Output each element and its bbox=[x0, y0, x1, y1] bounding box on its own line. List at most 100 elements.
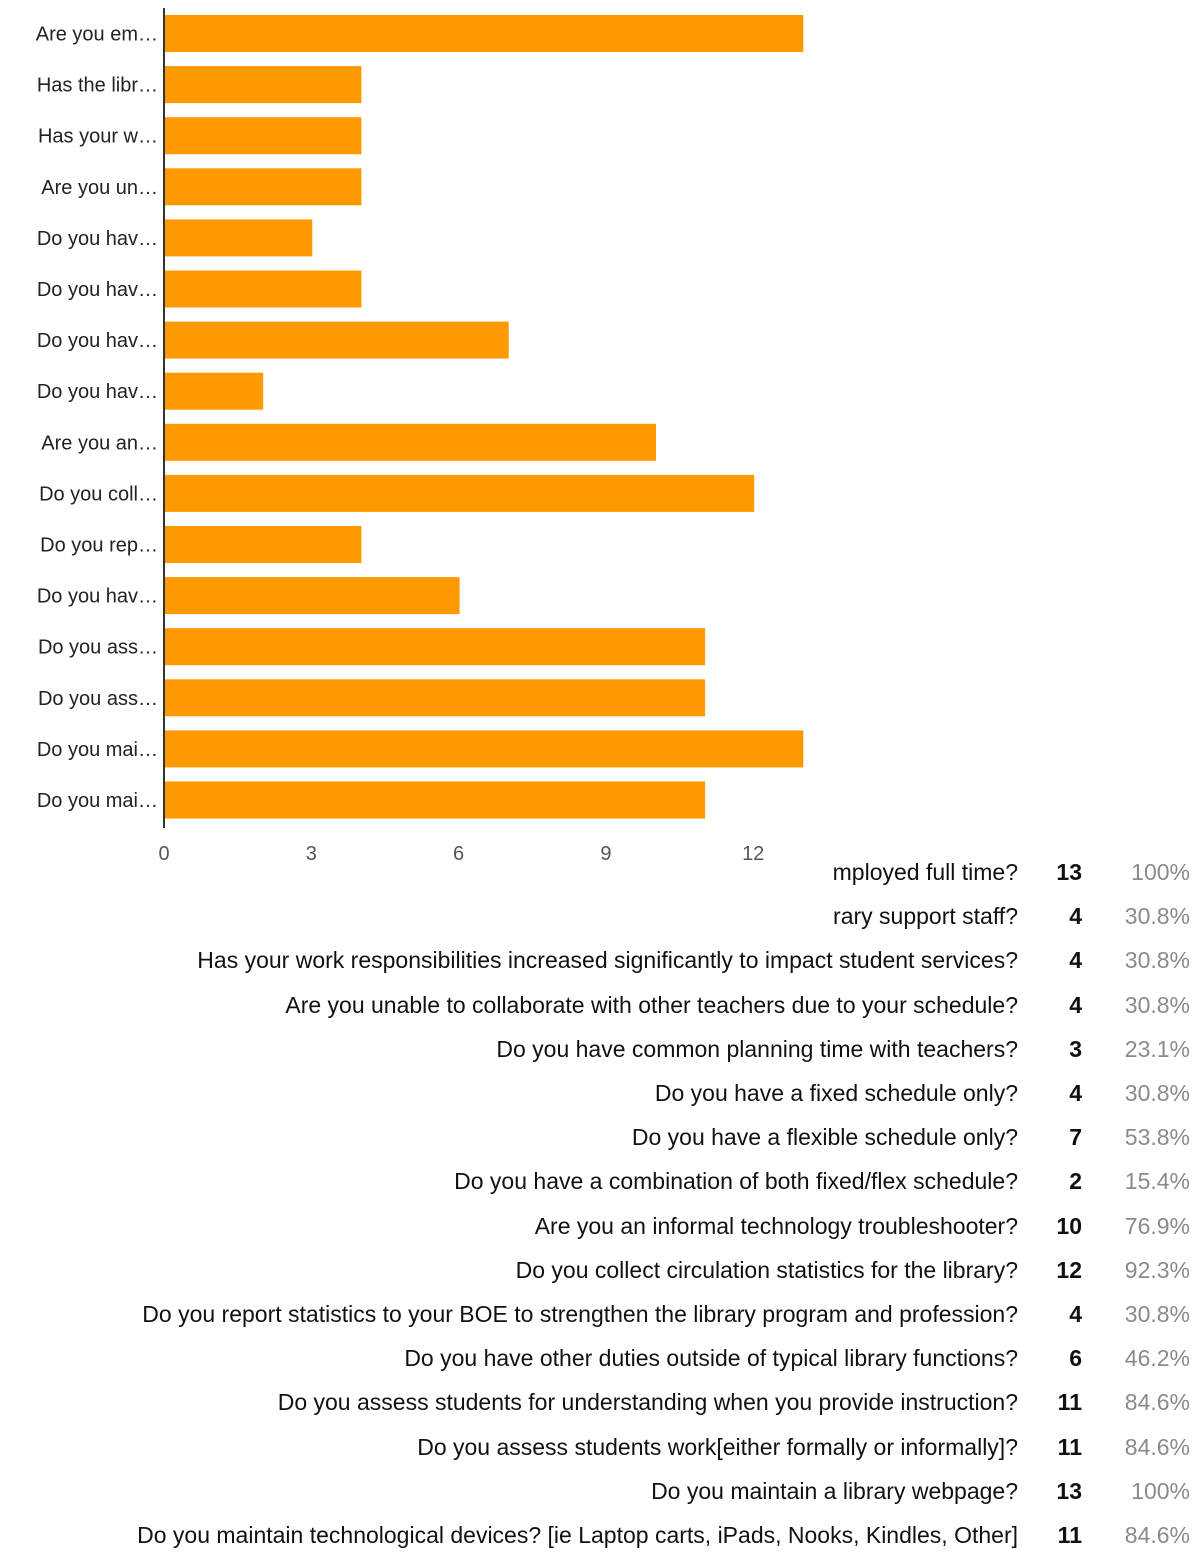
category-label-8: Are you an… bbox=[41, 432, 158, 454]
category-label-1: Has the libr… bbox=[37, 75, 158, 97]
table-row: Do you report statistics to your BOE to … bbox=[0, 1292, 1198, 1336]
response-count: 11 bbox=[1057, 1433, 1082, 1460]
bar-10 bbox=[165, 526, 362, 563]
bar-chart-svg: Are you em… Has the libr… Has your w… Are y… bbox=[36, 8, 804, 865]
bar-12 bbox=[165, 628, 706, 666]
x-tick-label-4: 12 bbox=[742, 843, 764, 865]
bar-1 bbox=[165, 66, 362, 104]
question-text: Do you collect circulation statistics fo… bbox=[515, 1256, 1018, 1283]
table-row: Do you have a combination of both fixed/… bbox=[0, 1159, 1198, 1203]
response-count: 4 bbox=[1069, 1080, 1082, 1106]
response-percent: 53.8% bbox=[1124, 1124, 1190, 1151]
bar-11 bbox=[165, 577, 460, 615]
response-count: 4 bbox=[1069, 947, 1082, 974]
table-row: rary support staff? 4 30.8% bbox=[0, 894, 1198, 938]
bar-7 bbox=[165, 372, 264, 410]
bar-15 bbox=[165, 781, 706, 819]
response-percent: 84.6% bbox=[1124, 1522, 1190, 1548]
category-label-6: Do you hav… bbox=[37, 330, 158, 352]
response-percent: 100% bbox=[1131, 859, 1190, 885]
response-count: 10 bbox=[1056, 1212, 1082, 1239]
response-percent: 100% bbox=[1131, 1477, 1190, 1504]
table-row: Has your work responsibilities increased… bbox=[0, 938, 1198, 982]
category-label-9: Do you coll… bbox=[39, 483, 158, 505]
response-count: 2 bbox=[1069, 1168, 1082, 1195]
question-text: Do you have other duties outside of typi… bbox=[404, 1345, 1018, 1372]
response-count: 4 bbox=[1069, 903, 1082, 930]
bar-chart: Are you em… Has the libr… Has your w… Are y… bbox=[36, 8, 804, 865]
response-table: mployed full time? 13 100% rary support sta… bbox=[0, 850, 1198, 1548]
category-label-0: Are you em… bbox=[36, 24, 158, 46]
question-text: Do you maintain technological devices? [… bbox=[137, 1522, 1018, 1548]
response-percent: 23.1% bbox=[1124, 1035, 1190, 1062]
response-count: 6 bbox=[1069, 1345, 1082, 1372]
bar-9 bbox=[165, 474, 755, 512]
bar-5 bbox=[165, 270, 362, 308]
bar-2 bbox=[165, 117, 362, 155]
response-percent: 46.2% bbox=[1124, 1345, 1190, 1372]
table-row: Do you have a flexible schedule only? 7 53… bbox=[0, 1115, 1198, 1159]
response-percent: 30.8% bbox=[1124, 1080, 1190, 1106]
table-row: mployed full time? 13 100% bbox=[0, 850, 1198, 894]
question-text: Do you have common planning time with te… bbox=[496, 1035, 1018, 1062]
question-text: Do you have a flexible schedule only? bbox=[631, 1124, 1018, 1151]
response-percent: 30.8% bbox=[1124, 991, 1190, 1018]
response-percent: 92.3% bbox=[1124, 1256, 1190, 1283]
x-tick-label-3: 9 bbox=[600, 843, 611, 865]
x-tick-label-0: 0 bbox=[158, 843, 169, 865]
response-count: 4 bbox=[1069, 1301, 1082, 1327]
response-percent: 30.8% bbox=[1124, 1301, 1190, 1327]
question-text: Do you assess students work[either forma… bbox=[417, 1433, 1018, 1460]
table-row: Are you an informal technology troublesh… bbox=[0, 1204, 1198, 1248]
question-text: Do you maintain a library webpage? bbox=[651, 1477, 1018, 1504]
bar-8 bbox=[165, 423, 656, 461]
x-tick-label-2: 6 bbox=[453, 843, 464, 865]
table-row: Are you unable to collaborate with other… bbox=[0, 983, 1198, 1027]
response-percent: 30.8% bbox=[1124, 947, 1190, 974]
question-text: Do you report statistics to your BOE to … bbox=[142, 1301, 1018, 1327]
question-text: Do you have a fixed schedule only? bbox=[654, 1080, 1018, 1106]
response-percent: 84.6% bbox=[1124, 1433, 1190, 1460]
response-percent: 76.9% bbox=[1124, 1212, 1190, 1239]
x-tick-label-1: 3 bbox=[306, 843, 317, 865]
bar-0 bbox=[165, 15, 804, 52]
bar-4 bbox=[165, 219, 313, 257]
response-count: 13 bbox=[1056, 859, 1082, 885]
response-count: 11 bbox=[1057, 1522, 1082, 1548]
response-count: 7 bbox=[1069, 1124, 1082, 1151]
table-row: Do you maintain technological devices? [… bbox=[0, 1513, 1198, 1557]
table-row: Do you assess students work[either forma… bbox=[0, 1425, 1198, 1469]
category-label-5: Do you hav… bbox=[37, 279, 158, 301]
question-text: Are you unable to collaborate with other… bbox=[285, 991, 1018, 1018]
bar-13 bbox=[165, 679, 706, 717]
response-count: 3 bbox=[1069, 1035, 1082, 1062]
table-row: Do you assess students for understanding… bbox=[0, 1380, 1198, 1424]
response-percent: 84.6% bbox=[1124, 1389, 1190, 1416]
category-label-11: Do you hav… bbox=[37, 586, 158, 608]
bar-6 bbox=[165, 321, 509, 359]
bar-14 bbox=[165, 730, 804, 768]
category-label-14: Do you mai… bbox=[37, 739, 158, 761]
table-row: Do you maintain a library webpage? 13 100% bbox=[0, 1469, 1198, 1513]
response-count: 4 bbox=[1069, 991, 1082, 1018]
response-count: 12 bbox=[1056, 1256, 1082, 1283]
category-label-7: Do you hav… bbox=[37, 381, 158, 403]
category-label-15: Do you mai… bbox=[37, 790, 158, 812]
question-text: Are you an informal technology troublesh… bbox=[534, 1212, 1018, 1239]
question-text: mployed full time? bbox=[832, 859, 1018, 885]
question-text: Do you assess students for understanding… bbox=[277, 1389, 1018, 1416]
table-row: Do you have a fixed schedule only? 4 30.8% bbox=[0, 1071, 1198, 1115]
table-row: Do you have other duties outside of typi… bbox=[0, 1336, 1198, 1380]
category-label-3: Are you un… bbox=[41, 177, 158, 199]
question-text: rary support staff? bbox=[833, 903, 1018, 930]
bar-3 bbox=[165, 168, 362, 206]
table-row: Do you have common planning time with te… bbox=[0, 1027, 1198, 1071]
question-text: Has your work responsibilities increased… bbox=[197, 947, 1018, 974]
category-label-4: Do you hav… bbox=[37, 228, 158, 250]
response-percent: 30.8% bbox=[1124, 903, 1190, 930]
category-label-13: Do you ass… bbox=[38, 688, 158, 710]
response-percent: 15.4% bbox=[1124, 1168, 1190, 1195]
question-text: Do you have a combination of both fixed/… bbox=[454, 1168, 1018, 1195]
table-row: Do you collect circulation statistics fo… bbox=[0, 1248, 1198, 1292]
response-count: 13 bbox=[1056, 1477, 1082, 1504]
